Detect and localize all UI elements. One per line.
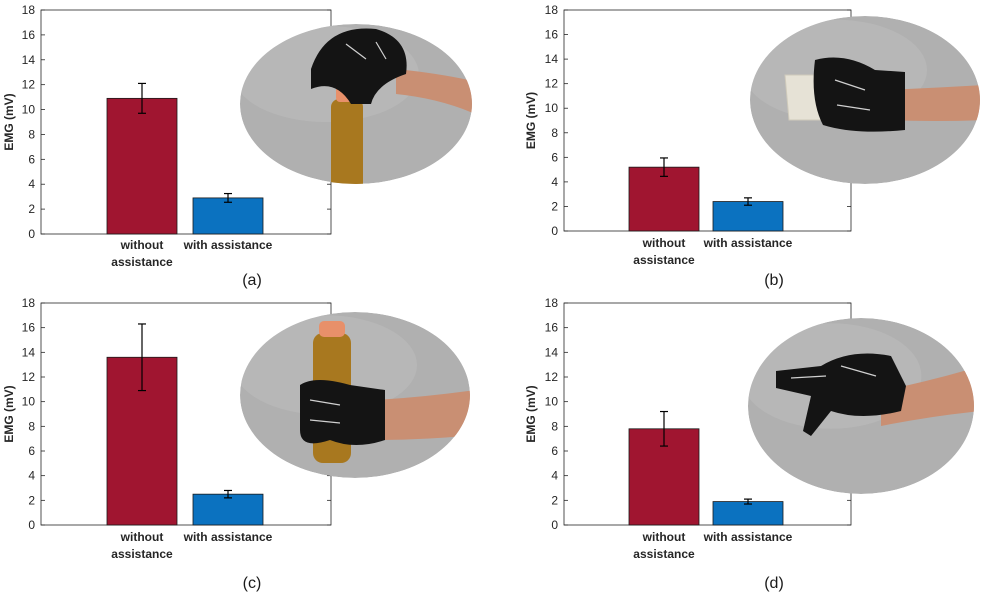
forearm [881, 366, 974, 426]
photo-glove-holding-cup [750, 16, 980, 184]
x-category-label: assistance [633, 253, 695, 267]
y-tick-label: 16 [545, 321, 559, 335]
y-tick-label: 8 [551, 126, 558, 140]
x-category-label: without [120, 530, 164, 544]
panel-label: (c) [243, 575, 262, 592]
glove-tendons [790, 365, 877, 379]
photo-glove-pointing-gesture [748, 318, 974, 494]
panel-label: (d) [764, 575, 784, 592]
photo-glove-opening-bottle-cap [240, 24, 472, 184]
x-category-label: with assistance [703, 236, 793, 250]
y-tick-label: 6 [28, 444, 35, 458]
y-tick-label: 4 [551, 469, 558, 483]
forearm [396, 69, 472, 119]
bar-with-assistance [712, 201, 784, 232]
x-category-label: assistance [111, 255, 173, 269]
forearm [885, 85, 980, 121]
glove [300, 380, 385, 445]
chart-panel-d: 0 2 4 6 8 10 12 14 16 18 EMG (mV) without assistance… [524, 296, 974, 592]
panel-label: (b) [764, 272, 784, 289]
y-tick-label: 10 [22, 395, 36, 409]
y-tick-label: 2 [551, 493, 558, 507]
y-tick-label: 6 [28, 152, 35, 166]
y-tick-label: 0 [28, 227, 35, 241]
bar-with-assistance [192, 493, 264, 526]
y-tick-label: 14 [545, 52, 559, 66]
y-tick-label: 14 [22, 53, 36, 67]
glove [776, 353, 906, 436]
y-tick-label: 8 [28, 127, 35, 141]
y-tick-label: 14 [545, 345, 559, 359]
x-category-label: without [642, 530, 686, 544]
y-tick-label: 8 [28, 419, 35, 433]
y-tick-label: 12 [545, 370, 559, 384]
y-axis-label: EMG (mV) [2, 385, 16, 442]
forearm [375, 390, 470, 440]
y-tick-label: 18 [545, 296, 559, 310]
y-tick-label: 10 [545, 101, 559, 115]
y-tick-label: 12 [545, 77, 559, 91]
glove-tendons [345, 41, 387, 60]
y-tick-label: 18 [22, 3, 36, 17]
y-tick-label: 8 [551, 419, 558, 433]
y-tick-label: 16 [22, 321, 36, 335]
y-tick-label: 16 [22, 28, 36, 42]
y-tick-label: 18 [545, 3, 559, 17]
y-tick-label: 4 [551, 175, 558, 189]
glove-tendons [834, 79, 871, 111]
chart-panel-a: 0 2 4 6 8 10 12 14 16 18 EMG (mV) without assistance… [2, 3, 472, 289]
y-tick-label: 12 [22, 78, 36, 92]
y-tick-label: 0 [28, 518, 35, 532]
glove [813, 57, 905, 132]
y-tick-label: 2 [551, 199, 558, 213]
y-axis-label: EMG (mV) [2, 93, 16, 150]
x-category-label: with assistance [183, 238, 273, 252]
panel-label: (a) [242, 272, 262, 289]
y-tick-label: 14 [22, 345, 36, 359]
y-tick-label: 4 [28, 177, 35, 191]
y-tick-label: 2 [28, 202, 35, 216]
y-tick-label: 6 [551, 150, 558, 164]
bottle-cap [319, 321, 345, 337]
x-category-label: assistance [111, 547, 173, 561]
y-tick-label: 18 [22, 296, 36, 310]
bar-with-assistance [192, 197, 264, 235]
photo-glove-gripping-bottle [240, 312, 470, 478]
bar-with-assistance [712, 501, 784, 526]
chart-panel-b: 0 2 4 6 8 10 12 14 16 18 EMG (mV) without assistance… [524, 3, 980, 289]
y-tick-label: 4 [28, 469, 35, 483]
y-tick-label: 16 [545, 28, 559, 42]
chart-panel-c: 0 2 4 6 8 10 12 14 16 18 EMG (mV) without assistance… [2, 296, 470, 592]
y-tick-label: 10 [545, 395, 559, 409]
x-category-label: with assistance [183, 530, 273, 544]
glove-tendons [309, 399, 341, 424]
x-category-label: with assistance [703, 530, 793, 544]
y-tick-label: 2 [28, 493, 35, 507]
y-axis-label: EMG (mV) [524, 92, 538, 149]
x-category-label: without [642, 236, 686, 250]
y-tick-label: 0 [551, 518, 558, 532]
glove [311, 28, 407, 104]
y-tick-label: 0 [551, 224, 558, 238]
y-tick-label: 6 [551, 444, 558, 458]
x-category-label: assistance [633, 547, 695, 561]
y-tick-label: 10 [22, 103, 36, 117]
y-tick-label: 12 [22, 370, 36, 384]
bottle [331, 99, 363, 184]
y-axis-label: EMG (mV) [524, 385, 538, 442]
bar-without-assistance [106, 97, 178, 235]
x-category-label: without [120, 238, 164, 252]
